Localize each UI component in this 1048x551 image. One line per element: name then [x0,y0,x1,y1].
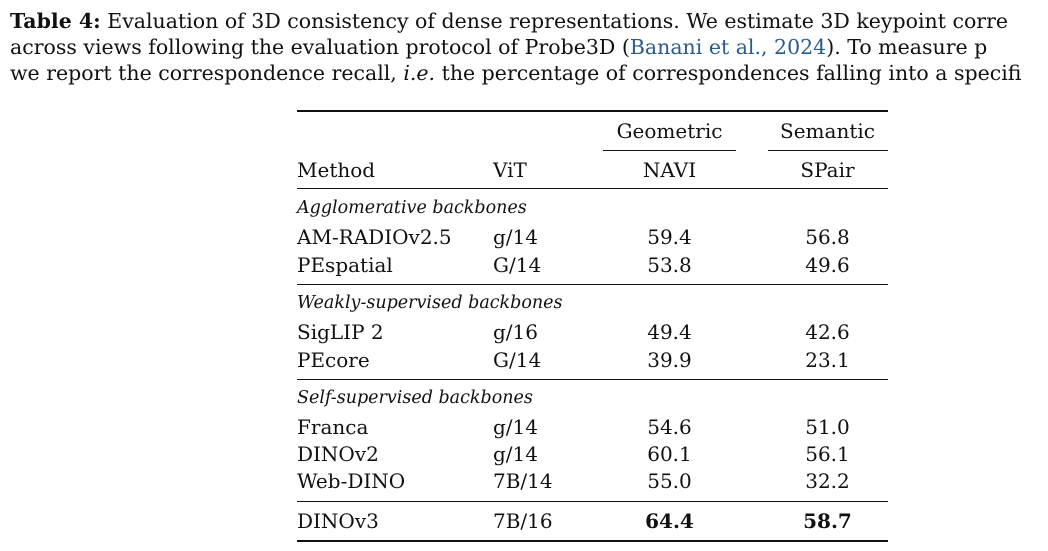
final-row-vit: 7B/16 [493,509,553,533]
row-vit: g/14 [493,225,538,249]
header-vit: ViT [493,158,527,182]
row-vit: g/14 [493,442,538,466]
row-navi: 60.1 [647,442,692,466]
row-method: DINOv2 [297,442,379,466]
row-method: PEcore [297,348,370,372]
row-spair: 23.1 [805,348,850,372]
row-vit: g/16 [493,320,538,344]
caption-line-1: Table 4: Evaluation of 3D consistency of… [10,8,1048,34]
row-vit: g/14 [493,415,538,439]
row-method: Web-DINO [297,469,406,493]
caption-line-2: across views following the evaluation pr… [10,34,1048,60]
caption-text-3a: we report the correspondence recall, [10,61,404,85]
caption-line-3: we report the correspondence recall, i.e… [10,60,1048,86]
citation-link[interactable]: Banani et al., 2024 [629,35,827,59]
caption-text-2b: ). To measure p [826,35,988,59]
row-vit: G/14 [493,348,542,372]
header-rule [297,188,888,189]
row-navi: 55.0 [647,469,692,493]
row-navi: 54.6 [647,415,692,439]
final-row-method: DINOv3 [297,509,379,533]
final-row-navi: 64.4 [645,509,694,533]
group-title: Self-supervised backbones [297,388,533,408]
row-method: PEspatial [297,253,393,277]
header-navi: NAVI [642,158,697,182]
row-spair: 56.1 [805,442,850,466]
table-top-rule [297,110,888,112]
final-rule [297,501,888,502]
header-method: Method [297,158,376,182]
row-spair: 32.2 [805,469,850,493]
row-navi: 53.8 [647,253,692,277]
header-geometric: Geometric [616,119,723,143]
header-semantic: Semantic [780,119,875,143]
caption-text-2a: across views following the evaluation pr… [10,35,630,59]
caption-ie: i.e. [403,61,436,85]
row-spair: 42.6 [805,320,850,344]
row-navi: 39.9 [647,348,692,372]
row-method: Franca [297,415,369,439]
group-rule [297,284,888,285]
table-caption: Table 4: Evaluation of 3D consistency of… [10,8,1048,86]
group-title: Weakly-supervised backbones [297,293,563,313]
caption-text-3b: the percentage of correspondences fallin… [435,61,1022,85]
semantic-cmidrule [768,150,888,151]
row-spair: 51.0 [805,415,850,439]
row-spair: 49.6 [805,253,850,277]
caption-label: Table 4: [10,9,101,33]
group-rule [297,379,888,380]
row-navi: 59.4 [647,225,692,249]
row-navi: 49.4 [647,320,692,344]
caption-text-1: Evaluation of 3D consistency of dense re… [100,9,1009,33]
row-method: SigLIP 2 [297,320,384,344]
row-vit: G/14 [493,253,542,277]
table-bottom-rule [297,540,888,542]
header-spair: SPair [800,158,855,182]
row-spair: 56.8 [805,225,850,249]
row-vit: 7B/14 [493,469,553,493]
geometric-cmidrule [603,150,736,151]
group-title: Agglomerative backbones [297,198,527,218]
row-method: AM-RADIOv2.5 [297,225,452,249]
final-row-spair: 58.7 [803,509,852,533]
